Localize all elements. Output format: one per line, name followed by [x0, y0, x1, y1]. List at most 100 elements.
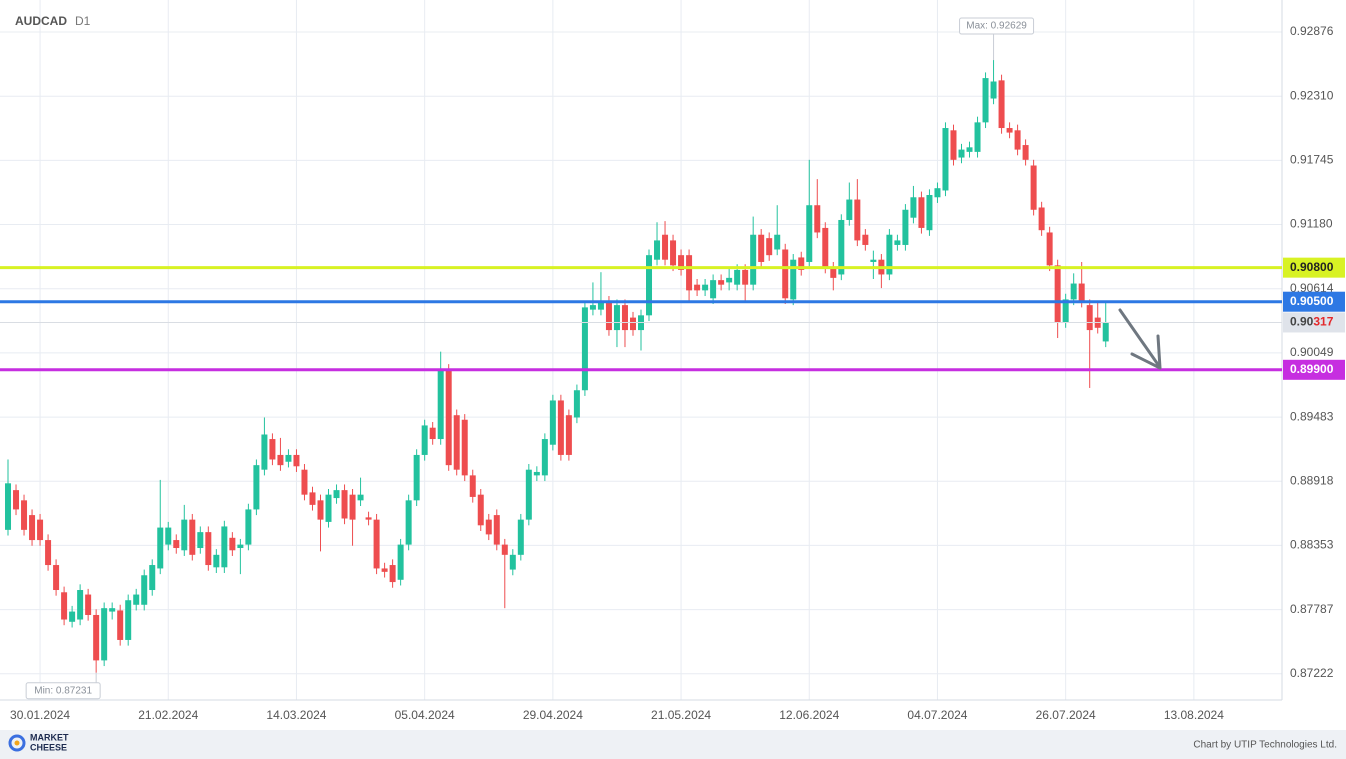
candle-body: [421, 425, 428, 455]
candle-body: [589, 305, 596, 310]
candle-body: [958, 149, 965, 158]
x-tick-label: 21.05.2024: [651, 708, 711, 722]
y-tick-label: 0.88918: [1290, 473, 1334, 487]
level-box: [1283, 359, 1345, 380]
candle-body: [782, 249, 789, 299]
candle-body: [245, 509, 252, 545]
candle-body: [317, 500, 324, 520]
candle-body: [413, 454, 420, 501]
candle-body: [101, 608, 108, 661]
candle-body: [774, 234, 781, 250]
candle-body: [333, 490, 340, 499]
candle-body: [533, 471, 540, 476]
candle-body: [686, 255, 693, 291]
candle-body: [942, 128, 949, 191]
candle-body: [429, 427, 436, 440]
x-tick-label: 12.06.2024: [779, 708, 839, 722]
candle-body: [461, 419, 468, 476]
y-tick-label: 0.87222: [1290, 666, 1334, 680]
grid: [0, 0, 1282, 700]
candle-body: [277, 454, 284, 466]
level-box: [1283, 257, 1345, 278]
candle-body: [381, 568, 388, 572]
candle-body: [830, 267, 837, 278]
candle-body: [998, 80, 1005, 129]
credit: Chart by UTIP Technologies Ltd.: [1193, 740, 1337, 751]
candle-body: [662, 234, 669, 260]
candle-body: [525, 469, 532, 520]
candle-body: [325, 494, 332, 522]
y-tick-label: 0.89483: [1290, 409, 1334, 423]
candle-body: [349, 494, 356, 520]
current-price-box: [1283, 312, 1345, 333]
annotation-label: Min: 0.87231: [34, 685, 92, 696]
candle-body: [1030, 165, 1037, 210]
x-tick-label: 05.04.2024: [395, 708, 455, 722]
annotation-box: [25, 682, 101, 700]
candle-body: [902, 209, 909, 245]
candle-body: [750, 234, 757, 285]
level-label: 0.90800: [1290, 260, 1334, 274]
x-tick-label: 26.07.2024: [1036, 708, 1096, 722]
candle-body: [285, 454, 292, 462]
candle-body: [718, 280, 725, 285]
candle-body: [710, 280, 717, 299]
arrow-shaft: [1118, 308, 1161, 368]
candle-body: [157, 527, 164, 569]
candle-body: [1062, 299, 1069, 323]
candle-body: [982, 78, 989, 123]
candle-body: [509, 554, 516, 570]
candle-body: [798, 257, 805, 270]
candle-body: [61, 592, 68, 620]
candle-body: [734, 269, 741, 285]
timeframe: D1: [75, 14, 91, 28]
candle-body: [1070, 283, 1077, 300]
candle-body: [678, 255, 685, 270]
candle-body: [846, 199, 853, 220]
candle-body: [213, 554, 220, 568]
y-tick-label: 0.92876: [1290, 24, 1334, 38]
annotation-label: Max: 0.92629: [966, 21, 1027, 32]
candle-body: [910, 197, 917, 218]
candle-body: [1038, 207, 1045, 231]
candle-body: [53, 565, 60, 591]
logo-icon: [8, 734, 26, 752]
candle-body: [646, 255, 653, 316]
candle-body: [1022, 145, 1029, 160]
candle-body: [149, 565, 156, 591]
x-tick-label: 13.08.2024: [1164, 708, 1224, 722]
candle-body: [557, 400, 564, 455]
candle-body: [974, 122, 981, 152]
candle-body: [950, 130, 957, 160]
overlay: Max: 0.92629 Min: 0.87231: [0, 17, 1282, 700]
candle-body: [21, 500, 28, 530]
logo: MARKET CHEESE: [8, 732, 69, 752]
candle-body: [894, 240, 901, 245]
candle-body: [1006, 128, 1013, 133]
candle-body: [229, 537, 236, 551]
candle-body: [165, 527, 172, 545]
candle-body: [397, 544, 404, 580]
candle-body: [726, 277, 733, 283]
candle-body: [261, 434, 268, 470]
current-price-head: 0.90: [1290, 315, 1314, 329]
candle-body: [1078, 283, 1085, 302]
candle-body: [469, 475, 476, 497]
candle-body: [189, 519, 196, 555]
candle-body: [93, 614, 100, 661]
candle-body: [1054, 265, 1061, 323]
candle-body: [629, 317, 636, 331]
candle-body: [886, 234, 893, 275]
candle-body: [806, 205, 813, 262]
candle-body: [926, 195, 933, 231]
y-tick-label: 0.90614: [1290, 281, 1334, 295]
candle-body: [5, 483, 12, 530]
candle-body: [389, 565, 396, 583]
y-tick-label: 0.88353: [1290, 538, 1334, 552]
candle-body: [437, 369, 444, 440]
candle-body: [85, 594, 92, 615]
candle-body: [862, 234, 869, 245]
candle-body: [365, 517, 372, 520]
candle-body: [541, 439, 548, 476]
current-price-label: 0.90317: [1290, 315, 1334, 329]
